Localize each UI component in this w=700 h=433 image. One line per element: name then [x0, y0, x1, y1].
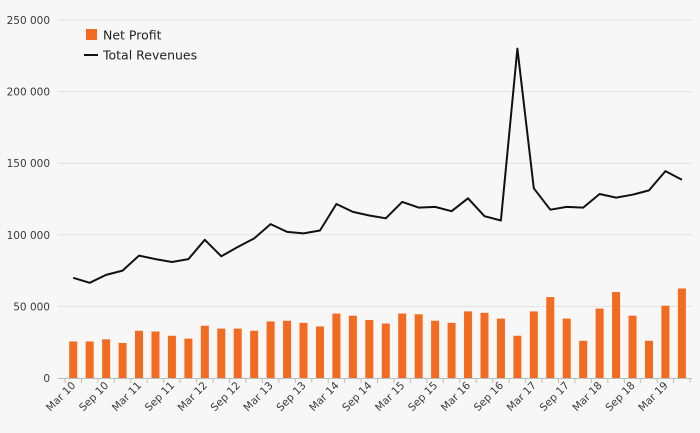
net-profit-bar — [447, 322, 456, 378]
legend-swatch-net-profit — [86, 29, 97, 40]
net-profit-bar — [644, 340, 653, 378]
net-profit-bar — [595, 308, 604, 378]
net-profit-bar — [431, 320, 440, 378]
net-profit-bar — [85, 341, 94, 378]
y-tick-labels: 0 50 000 100 000 150 000 200 000 250 000 — [7, 15, 50, 385]
net-profit-bar — [513, 335, 522, 378]
net-profit-bar — [184, 338, 193, 378]
net-profit-bar — [398, 313, 407, 378]
net-profit-bar — [579, 340, 588, 378]
net-profit-bar — [102, 339, 111, 378]
y-gridlines — [58, 19, 692, 307]
net-profit-bar — [414, 314, 423, 378]
net-profit-bar — [612, 292, 621, 378]
x-tick-label: Sep 12 — [209, 380, 243, 414]
legend-label-net-profit: Net Profit — [103, 28, 162, 43]
net-profit-bar — [381, 323, 390, 378]
y-tick-label: 0 — [43, 373, 50, 385]
x-tick-label: Sep 18 — [603, 380, 637, 414]
net-profit-bar — [661, 305, 670, 378]
x-tick-label: Sep 17 — [538, 380, 572, 414]
total-revenues-line — [72, 47, 683, 284]
net-profit-bar — [562, 318, 571, 378]
y-tick-label: 150 000 — [7, 158, 50, 170]
y-tick-label: 200 000 — [7, 87, 50, 99]
y-tick-label: 50 000 — [13, 301, 50, 313]
net-profit-bar — [480, 312, 489, 378]
y-tick-label: 250 000 — [7, 15, 50, 27]
x-tick-label: Sep 11 — [143, 380, 177, 414]
net-profit-bar — [546, 297, 555, 378]
x-tick-label: Mar 18 — [570, 380, 604, 414]
net-profit-bar — [167, 335, 176, 378]
y-tick-label: 100 000 — [7, 230, 50, 242]
net-profit-bar — [365, 320, 374, 378]
net-profit-bar — [628, 315, 637, 378]
x-axis — [58, 378, 692, 383]
net-profit-bar — [348, 315, 357, 378]
x-tick-label: Mar 12 — [176, 380, 210, 414]
x-tick-label: Sep 13 — [274, 380, 308, 414]
net-profit-bar — [529, 311, 538, 378]
net-profit-bars — [69, 288, 686, 378]
legend: Net Profit Total Revenues — [84, 28, 197, 63]
net-profit-bar — [332, 313, 341, 378]
legend-label-total-revenues: Total Revenues — [102, 48, 197, 63]
net-profit-bar — [677, 288, 686, 378]
net-profit-bar — [69, 341, 78, 378]
net-profit-bar — [250, 330, 259, 378]
x-tick-label: Mar 11 — [110, 380, 144, 414]
x-tick-label: Mar 13 — [241, 380, 275, 414]
x-tick-label: Mar 14 — [307, 379, 342, 414]
x-tick-label: Mar 19 — [636, 380, 670, 414]
net-profit-bar — [200, 325, 209, 378]
net-profit-bar — [315, 326, 324, 378]
net-profit-bar — [233, 328, 242, 378]
net-profit-bar — [496, 318, 505, 378]
net-profit-bar — [299, 322, 308, 378]
x-tick-label: Mar 15 — [373, 380, 407, 414]
x-tick-label: Sep 16 — [472, 379, 507, 414]
x-tick-label: Mar 16 — [439, 379, 474, 414]
net-profit-bar — [464, 311, 473, 378]
net-profit-bar — [151, 331, 160, 378]
net-profit-bar — [135, 330, 144, 378]
net-profit-bar — [217, 328, 226, 378]
net-profit-bar — [266, 321, 275, 378]
net-profit-bar — [283, 320, 292, 378]
x-tick-label: Sep 14 — [340, 379, 375, 414]
x-tick-label: Sep 10 — [77, 380, 111, 414]
net-profit-bar — [118, 342, 127, 378]
x-tick-label: Sep 15 — [406, 380, 440, 414]
x-tick-label: Mar 17 — [505, 380, 539, 414]
